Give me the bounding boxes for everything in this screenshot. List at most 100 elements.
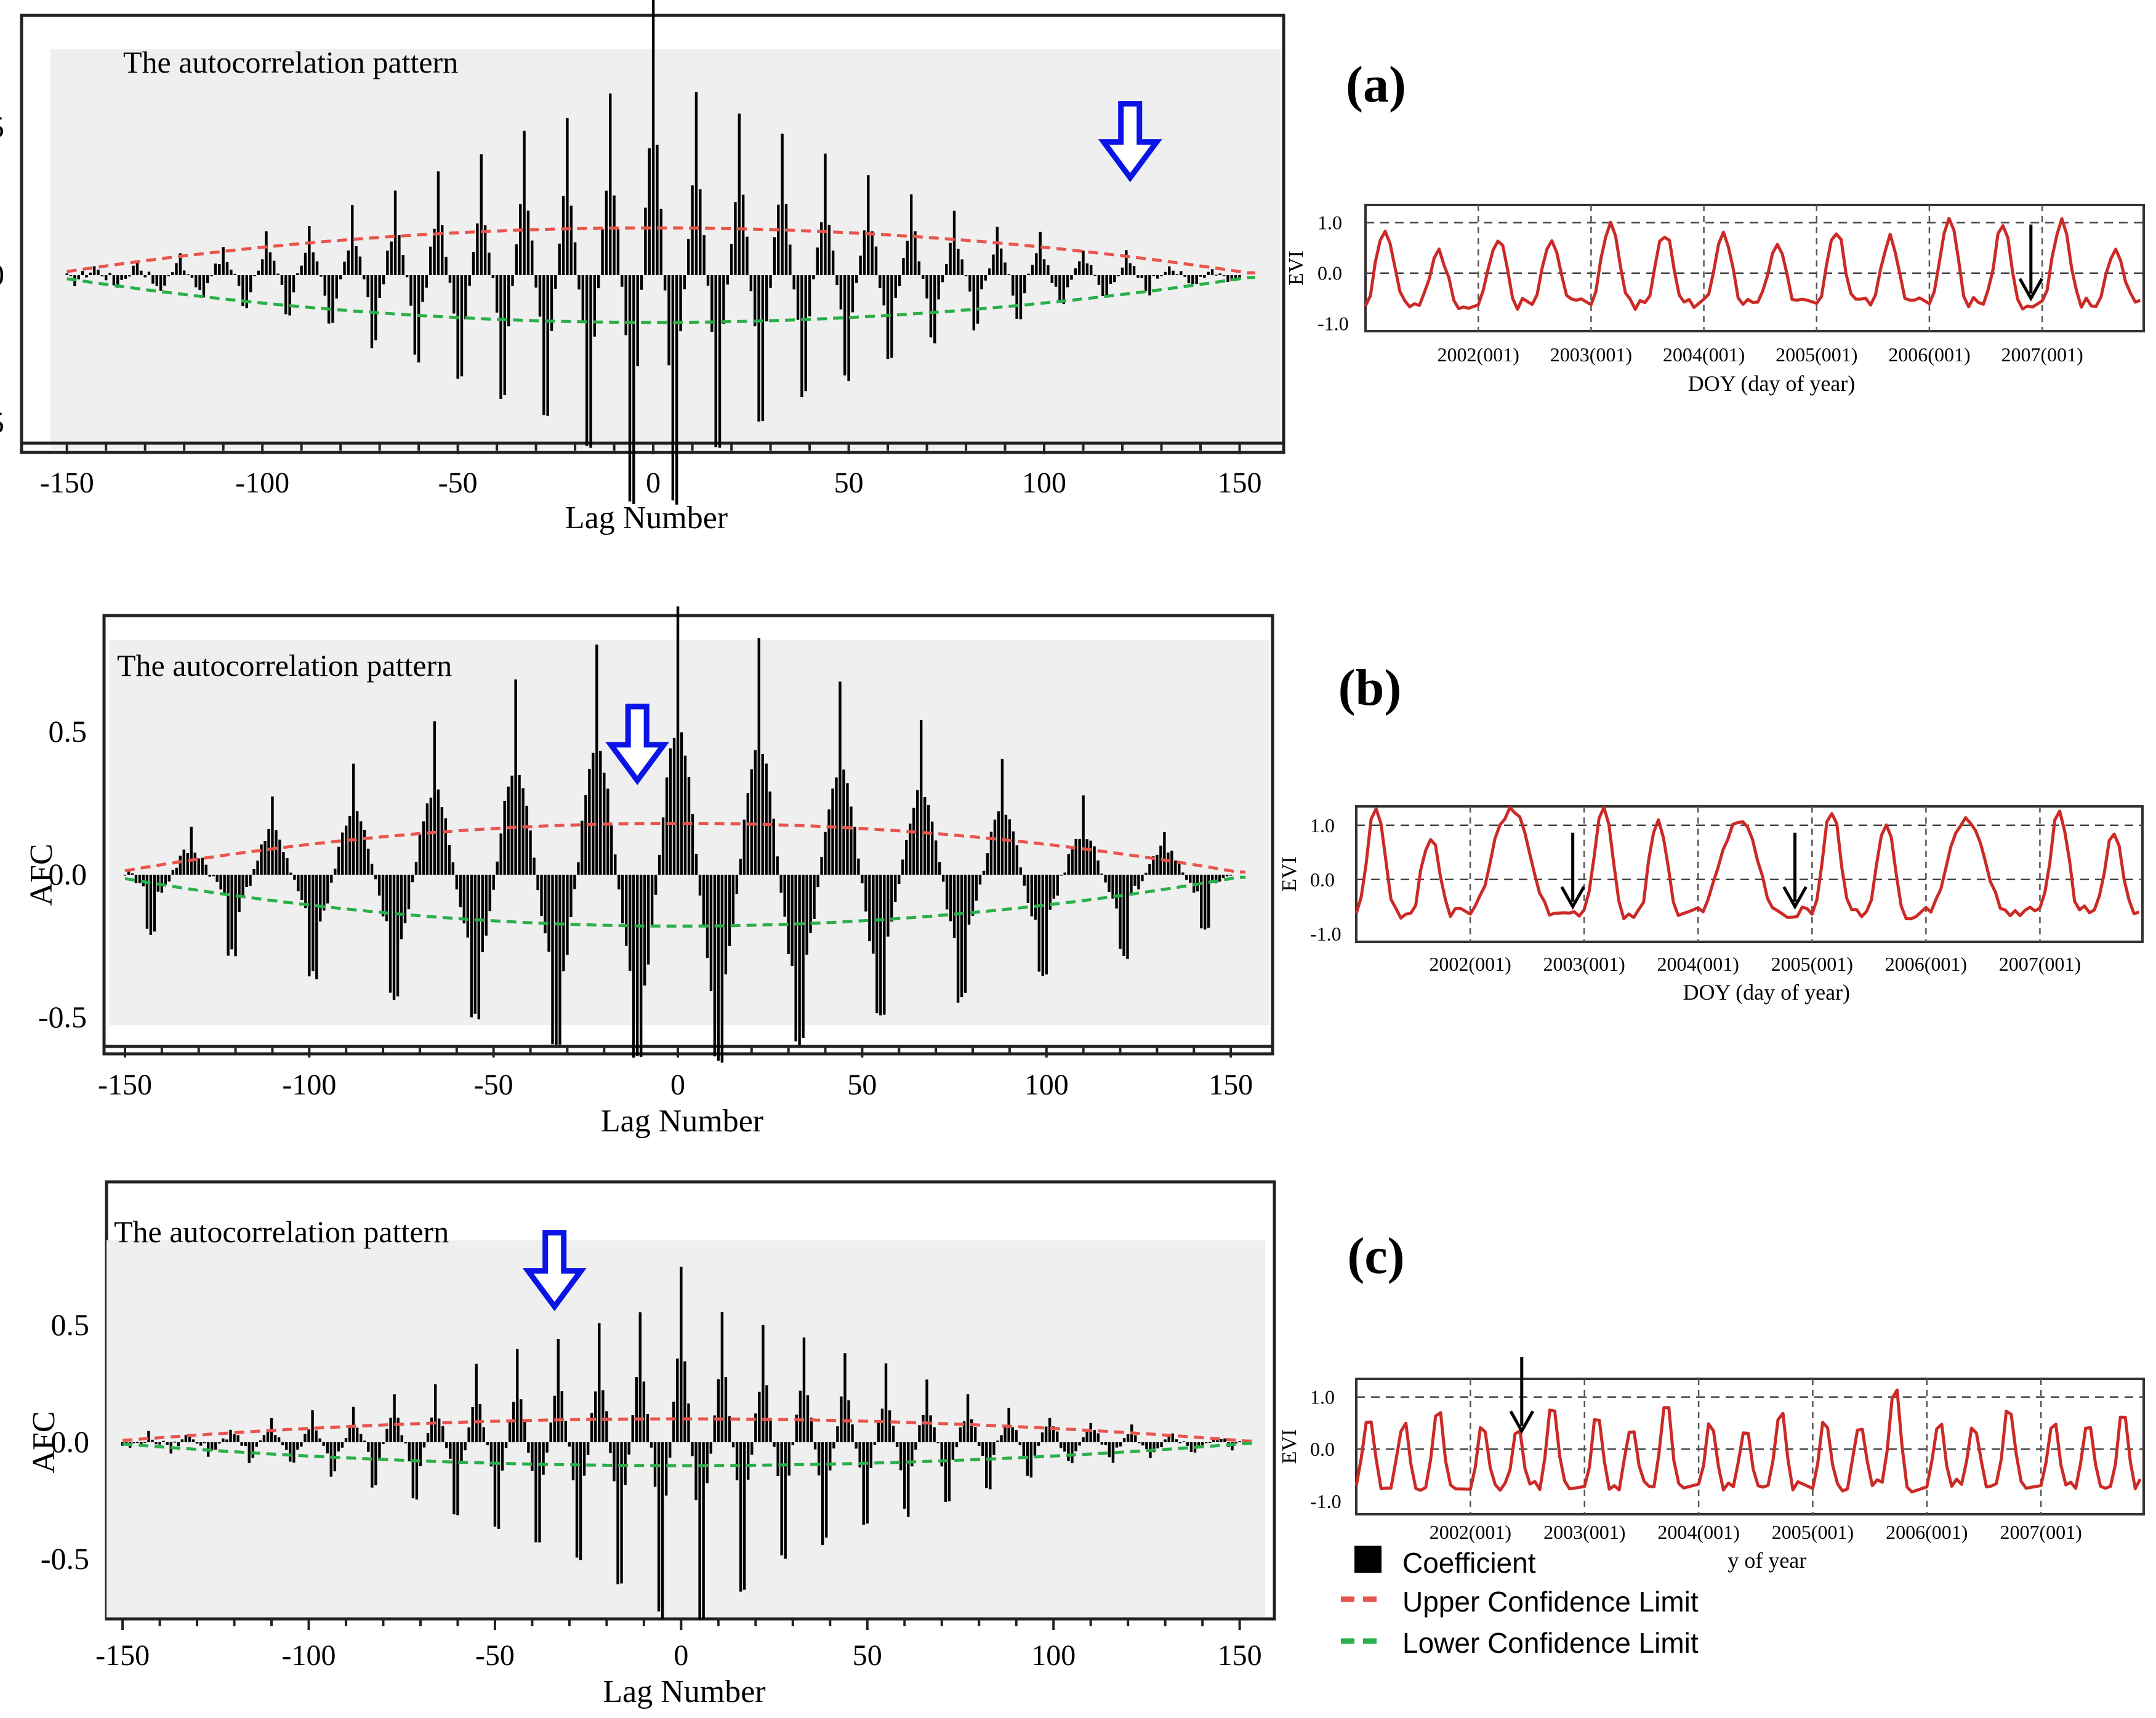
coefficient-bar (597, 275, 600, 289)
coefficient-bar (698, 875, 702, 896)
x-tick-label: 50 (834, 467, 864, 499)
coefficient-bar (728, 1416, 731, 1442)
coefficient-bar (614, 854, 617, 875)
coefficient-bar (796, 275, 800, 320)
coefficient-bar (351, 204, 354, 275)
coefficient-bar (433, 228, 436, 275)
coefficient-bar (750, 769, 753, 875)
coefficient-bar (495, 275, 499, 313)
y-tick-label: -1.0 (1310, 923, 1341, 945)
coefficient-bar (820, 856, 823, 875)
coefficient-bar (529, 830, 532, 875)
coefficient-bar (735, 1442, 739, 1480)
coefficient-bar (238, 875, 241, 912)
coefficient-bar (967, 875, 971, 925)
coefficient-bar (787, 875, 790, 954)
coefficient-bar (916, 790, 919, 875)
coefficient-bar (1117, 275, 1120, 276)
coefficient-bar (594, 1391, 597, 1442)
panel-label-a: (a) (1346, 56, 1406, 113)
coefficient-bar (260, 259, 264, 275)
coefficient-bar (706, 875, 709, 958)
coefficient-bar (560, 1391, 564, 1442)
coefficient-bar (960, 875, 963, 997)
coefficient-bar (515, 244, 518, 275)
coefficient-bar (1209, 1442, 1212, 1443)
coefficient-bar (680, 732, 683, 875)
coefficient-bar (507, 275, 510, 327)
coefficient-bar (214, 1442, 217, 1450)
coefficient-bar (545, 1442, 549, 1453)
coefficient-bar (445, 1442, 448, 1448)
coefficient-bar (997, 811, 1000, 875)
coefficient-bar (134, 875, 138, 883)
coefficient-bar (244, 1442, 247, 1447)
coefficient-bar (197, 858, 200, 875)
coefficient-bar (1214, 875, 1218, 883)
coefficient-bar (593, 275, 597, 337)
coefficient-bar (898, 875, 901, 884)
coefficient-bar (488, 252, 491, 275)
coefficient-bar (802, 875, 805, 1038)
coefficient-bar (586, 1442, 590, 1455)
anomaly-arrow-icon (605, 704, 670, 785)
coefficient-bar (1096, 860, 1100, 875)
coefficient-bar (352, 1407, 355, 1442)
coefficient-bar (456, 1442, 459, 1515)
coefficient-bar (128, 275, 131, 277)
coefficient-bar (1074, 838, 1077, 875)
coefficient-bar (340, 1442, 344, 1448)
coefficient-bar (880, 1408, 884, 1442)
x-tick-label: 2007(001) (2000, 1521, 2082, 1543)
x-tick-label: 150 (1218, 1639, 1262, 1672)
coefficient-bar (473, 875, 477, 1014)
coefficient-bar (654, 875, 658, 895)
coefficient-bar (914, 1442, 917, 1450)
coefficient-bar (1040, 1432, 1044, 1442)
coefficient-bar (616, 1442, 619, 1584)
coefficient-bar (579, 1442, 582, 1560)
coefficient-bar (795, 1415, 798, 1442)
coefficient-bar (728, 875, 731, 946)
coefficient-bar (1204, 1442, 1208, 1443)
coefficient-bar (120, 275, 123, 280)
coefficient-bar (879, 275, 882, 288)
coefficient-bar (550, 275, 553, 331)
coefficient-bar (1104, 875, 1107, 883)
coefficient-bar (1183, 275, 1186, 277)
coefficient-bar (233, 1434, 236, 1442)
coefficient-bar (923, 797, 927, 875)
coefficient-bar (1120, 267, 1124, 275)
y-tick-label: 0.5 (51, 1307, 90, 1342)
coefficient-bar (769, 1419, 772, 1442)
coefficient-bar (167, 275, 170, 276)
coefficient-bar (267, 829, 270, 875)
coefficient-bar (414, 862, 418, 875)
coefficient-bar (222, 1438, 225, 1442)
legend-coefficient-swatch (1354, 1546, 1382, 1573)
coefficient-bars (123, 606, 1233, 1063)
coefficient-bar (1089, 840, 1092, 875)
coefficient-bar (978, 875, 982, 885)
coefficient-bar (683, 275, 686, 290)
coefficient-bar (396, 1418, 400, 1442)
coefficient-bar (252, 869, 255, 875)
coefficient-bar (404, 1442, 407, 1443)
coefficient-bar (1230, 275, 1234, 281)
coefficient-bar (1048, 875, 1052, 910)
coefficient-bar (573, 242, 577, 275)
coefficient-bar (554, 275, 557, 289)
acf-chart-b: The autocorrelation pattern 0.5 0.0 -0.5 AFC… (24, 606, 1274, 1139)
coefficient-bar (312, 252, 315, 275)
x-tick-label: -100 (282, 1639, 336, 1672)
x-tick-label: 50 (847, 1069, 877, 1101)
upper-confidence-limit (124, 822, 1246, 874)
anomaly-arrow-icon (2018, 278, 2043, 302)
coefficient-bar (726, 275, 729, 285)
coefficient-bar (601, 229, 604, 275)
x-tick-label: -150 (98, 1069, 152, 1101)
x-tick-label: 2004(001) (1657, 1521, 1739, 1543)
coefficient-bar (827, 809, 831, 875)
coefficient-bar (171, 870, 175, 875)
coefficient-bar (824, 153, 827, 275)
